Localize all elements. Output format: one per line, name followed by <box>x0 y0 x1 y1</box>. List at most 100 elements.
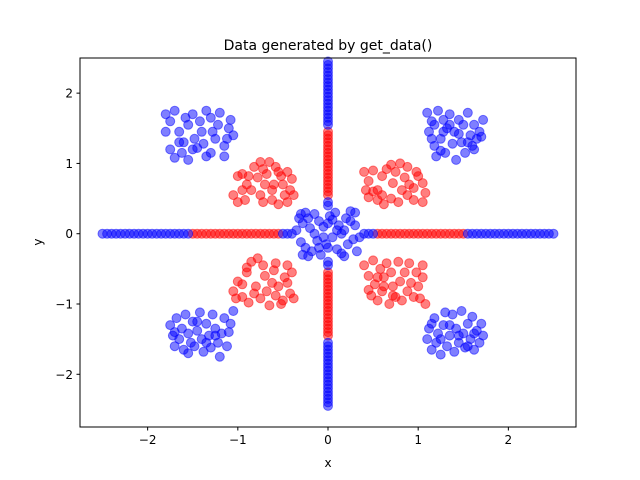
data-point <box>214 107 225 118</box>
data-point <box>444 109 455 120</box>
y-tick-label: −1 <box>55 298 73 312</box>
x-axis: −2 −1 0 1 2 <box>139 427 512 447</box>
data-point <box>194 307 205 318</box>
data-point <box>548 228 559 239</box>
data-point <box>363 176 374 186</box>
data-point <box>228 190 239 201</box>
data-point <box>469 119 480 130</box>
data-point <box>462 137 473 148</box>
data-point <box>180 112 191 123</box>
data-point <box>378 199 389 210</box>
data-point <box>286 267 297 278</box>
data-point <box>323 200 333 211</box>
data-point <box>165 116 176 127</box>
data-point <box>225 114 236 125</box>
data-point <box>201 318 212 329</box>
data-point <box>180 309 191 320</box>
data-point <box>252 172 263 183</box>
data-point <box>207 126 218 137</box>
data-point <box>467 311 478 322</box>
data-point <box>386 193 397 204</box>
data-point <box>249 288 260 299</box>
data-point <box>223 327 234 338</box>
data-point <box>303 251 314 262</box>
data-point <box>478 330 489 341</box>
data-point <box>384 299 395 309</box>
data-point <box>399 172 410 183</box>
data-point <box>264 157 275 167</box>
data-point <box>192 325 203 336</box>
data-point <box>387 178 398 189</box>
data-point <box>456 306 467 316</box>
x-tick-label: 2 <box>505 433 513 447</box>
data-point <box>363 284 374 295</box>
data-point <box>264 300 275 311</box>
data-point <box>372 272 383 283</box>
data-point <box>444 330 455 341</box>
data-point <box>261 169 272 179</box>
data-point <box>205 112 216 123</box>
data-point <box>476 318 487 329</box>
data-point <box>462 318 473 329</box>
data-point <box>198 346 209 357</box>
data-point <box>426 318 437 329</box>
data-point <box>453 330 464 341</box>
data-point <box>399 267 410 278</box>
data-point <box>258 260 269 271</box>
data-point <box>228 306 239 316</box>
data-point <box>323 256 333 267</box>
data-point <box>395 276 406 287</box>
data-point <box>246 185 257 196</box>
data-point <box>286 173 297 184</box>
x-axis-label: x <box>324 456 331 470</box>
data-point <box>402 161 413 172</box>
data-point <box>259 270 270 281</box>
data-point <box>198 138 209 149</box>
data-point <box>453 128 464 139</box>
data-point <box>273 166 284 177</box>
data-point <box>447 309 458 320</box>
data-point <box>231 293 241 304</box>
data-point <box>469 144 480 155</box>
data-point <box>368 165 379 176</box>
data-point <box>372 295 383 306</box>
data-point <box>350 220 361 231</box>
data-point <box>323 119 333 130</box>
data-point <box>442 341 452 352</box>
data-point <box>408 183 419 193</box>
data-point <box>393 256 404 267</box>
data-point <box>237 279 248 290</box>
data-point <box>201 105 212 116</box>
data-point <box>267 277 278 288</box>
data-point <box>417 272 428 283</box>
data-point <box>314 242 324 253</box>
data-point <box>422 107 433 118</box>
data-point <box>336 228 347 239</box>
data-point <box>451 154 462 165</box>
data-point <box>171 313 182 324</box>
data-point <box>404 258 415 269</box>
data-point <box>351 246 362 257</box>
data-point <box>270 290 281 301</box>
data-point <box>291 225 302 236</box>
data-point <box>435 334 446 345</box>
y-tick-label: 1 <box>65 157 73 171</box>
data-point <box>359 166 370 177</box>
data-point <box>288 293 299 304</box>
data-point <box>345 206 356 217</box>
data-point <box>426 133 437 144</box>
data-point <box>417 178 428 189</box>
data-point <box>282 260 293 271</box>
data-point <box>327 214 338 225</box>
data-point <box>174 334 185 345</box>
data-point <box>243 297 254 308</box>
data-point <box>288 190 299 201</box>
data-point <box>381 258 392 269</box>
data-point <box>323 242 333 253</box>
data-point <box>438 126 449 137</box>
data-point <box>196 126 207 137</box>
points-layer <box>97 56 559 411</box>
data-point <box>417 260 428 271</box>
data-point <box>165 144 176 155</box>
data-point <box>219 313 230 324</box>
